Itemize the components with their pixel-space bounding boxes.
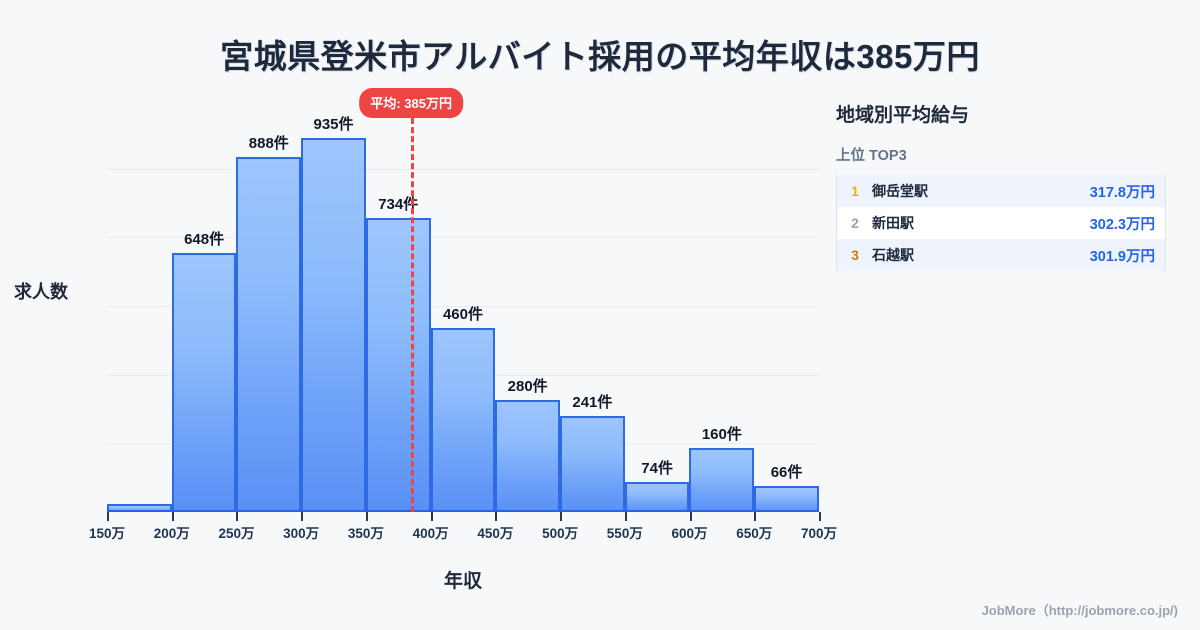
rank-number: 3 (851, 247, 859, 263)
rank-area-name: 新田駅 (872, 215, 914, 231)
x-tick (819, 512, 821, 521)
regional-salary-panel: 地域別平均給与 上位 TOP3 1 御岳堂駅 317.8万円 2 新田駅 302.3万円 3… (836, 100, 1166, 271)
bar-slot[interactable]: 66件 (754, 100, 819, 512)
bar-value-label: 280件 (507, 378, 548, 395)
footer-watermark: JobMore（http://jobmore.co.jp/) (981, 603, 1178, 618)
bar-slot[interactable]: 160件 (689, 100, 755, 512)
panel-subheading: 上位 TOP3 (836, 148, 907, 164)
rank-row[interactable]: 2 新田駅 302.3万円 (837, 207, 1165, 239)
bar[interactable] (236, 156, 302, 512)
gridline (107, 306, 819, 307)
bar-value-label: 734件 (378, 196, 419, 214)
x-tick (301, 512, 304, 521)
bar-series: 648件 888件 935件 734件 460件 280件 241件 74件 160件 66件 (107, 100, 819, 512)
x-tick-label: 650万 (736, 526, 773, 541)
rank-salary-value: 301.9万円 (1089, 248, 1155, 265)
bar-slot[interactable]: 74件 (624, 100, 690, 512)
x-axis-line (107, 510, 819, 512)
bar-value-label: 66件 (770, 463, 803, 481)
x-tick (171, 512, 174, 521)
x-tick-label: 150万 (88, 526, 126, 541)
bar-value-label: 888件 (248, 134, 289, 152)
x-tick (689, 512, 692, 521)
bar[interactable] (430, 328, 496, 512)
x-tick (624, 512, 627, 521)
rank-list: 1 御岳堂駅 317.8万円 2 新田駅 302.3万円 3 石越駅 301.9万円 (836, 175, 1166, 271)
bar[interactable] (754, 485, 819, 512)
bar-value-label: 241件 (572, 393, 613, 411)
bar-value-label: 74件 (641, 460, 673, 478)
x-axis-ticks (107, 512, 821, 522)
histogram-chart: 求人数 648件 888件 935件 734件 460件 280件 241件 74件 160件 6… (0, 88, 837, 592)
bar[interactable] (495, 400, 561, 512)
panel-heading: 地域別平均給与 (836, 105, 970, 126)
x-tick-label: 700万 (800, 526, 838, 541)
rank-area-name: 石越駅 (872, 247, 914, 263)
x-tick-label: 250万 (218, 526, 255, 541)
bar[interactable] (301, 138, 366, 512)
x-tick (107, 512, 109, 521)
gridline (107, 168, 819, 170)
x-tick-label: 300万 (283, 526, 320, 541)
average-line (411, 100, 415, 512)
bar-slot[interactable]: 460件 (430, 100, 496, 512)
x-tick (365, 512, 368, 521)
bar-value-label: 935件 (313, 116, 354, 133)
x-tick-label: 200万 (153, 526, 190, 541)
bar[interactable] (107, 504, 172, 512)
rank-salary-value: 317.8万円 (1089, 184, 1155, 201)
rank-row[interactable]: 3 石越駅 301.9万円 (837, 239, 1165, 271)
bar-slot[interactable]: 648件 (171, 100, 237, 512)
bar[interactable] (171, 252, 237, 512)
bar[interactable] (689, 448, 755, 512)
rank-number: 1 (851, 183, 859, 199)
rank-number: 2 (851, 215, 859, 231)
rank-row[interactable]: 1 御岳堂駅 317.8万円 (837, 175, 1165, 207)
rank-salary-value: 302.3万円 (1089, 216, 1155, 233)
x-tick (430, 512, 433, 521)
x-tick-label: 350万 (347, 526, 384, 541)
y-axis-title: 求人数 (14, 282, 68, 302)
bar-slot[interactable]: 935件 (301, 100, 366, 512)
bar-slot[interactable]: 734件 (365, 100, 431, 512)
x-tick-label: 550万 (606, 526, 643, 541)
bar-slot[interactable] (107, 100, 172, 512)
x-tick-label: 400万 (412, 526, 449, 541)
rank-area-name: 御岳堂駅 (872, 183, 928, 199)
bar[interactable] (365, 218, 431, 512)
x-tick (495, 512, 498, 521)
average-badge: 平均: 385万円 (359, 88, 464, 118)
bar-slot[interactable]: 280件 (495, 100, 561, 512)
plot-area: 648件 888件 935件 734件 460件 280件 241件 74件 160件 66件 (107, 100, 819, 512)
x-axis-title: 年収 (443, 571, 482, 592)
x-tick-label: 450万 (477, 526, 514, 541)
x-tick (754, 512, 757, 521)
x-tick-label: 500万 (542, 526, 579, 541)
x-tick (236, 512, 239, 521)
x-axis-tick-labels: 150万 200万 250万 300万 350万 400万 450万 500万 550万 600万… (89, 522, 837, 544)
x-tick-label: 600万 (671, 526, 708, 541)
gridline (107, 237, 819, 239)
bar-value-label: 460件 (442, 306, 483, 323)
bar[interactable] (560, 415, 625, 512)
bar-slot[interactable]: 241件 (560, 100, 625, 512)
bar[interactable] (624, 482, 690, 512)
x-tick (560, 512, 563, 521)
bar-value-label: 648件 (184, 230, 225, 248)
page-title: 宮城県登米市アルバイト採用の平均年収は385万円 (220, 38, 980, 75)
bar-slot[interactable]: 888件 (236, 100, 302, 512)
bar-value-label: 160件 (701, 426, 742, 443)
